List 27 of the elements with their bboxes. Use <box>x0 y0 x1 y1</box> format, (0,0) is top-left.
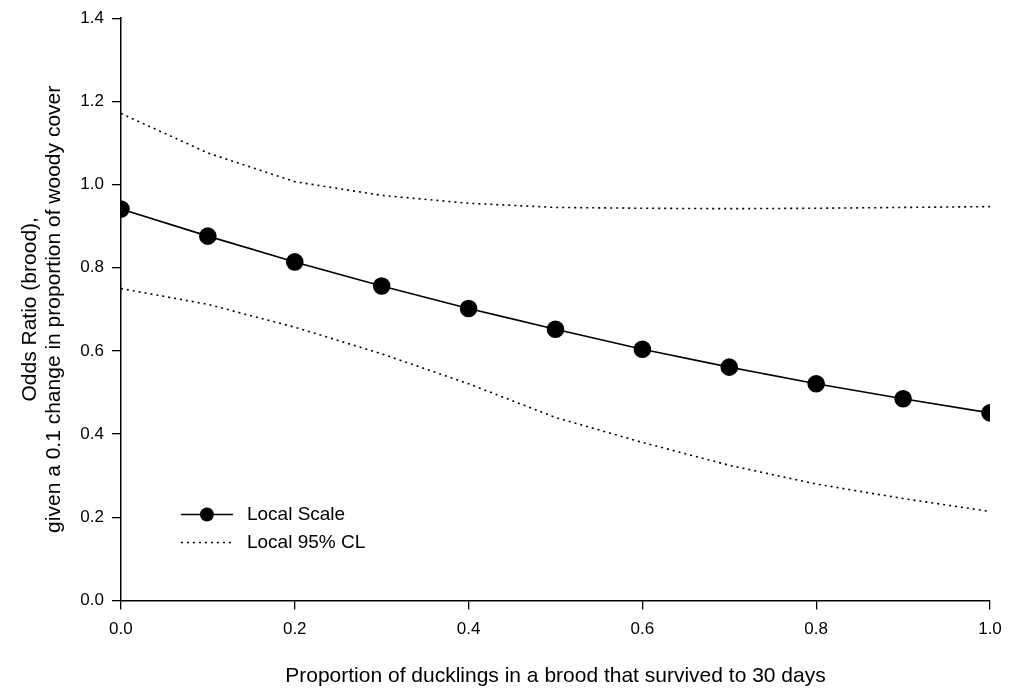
point <box>633 340 652 359</box>
y-tick-label: 0.6 <box>80 340 104 360</box>
y-tick-label: 1.2 <box>80 91 104 111</box>
point <box>546 320 565 339</box>
y-axis-title: Odds Ratio (brood), given a 0.1 change in proportion of woody cover <box>16 85 65 533</box>
y-tick-label: 0.8 <box>80 257 104 277</box>
x-tick-label: 1.0 <box>978 619 1002 639</box>
x-tick-label: 0.0 <box>109 619 133 639</box>
point <box>285 253 304 271</box>
x-tick-label: 0.2 <box>282 619 307 639</box>
point <box>459 299 478 318</box>
x-tick-label: 0.4 <box>456 619 481 639</box>
legend-label: Local 95% CL <box>246 530 366 552</box>
point <box>894 389 912 408</box>
point <box>199 227 217 245</box>
y-tick-label: 0.2 <box>80 506 104 526</box>
point <box>807 374 825 393</box>
x-tick-label: 0.6 <box>630 619 655 639</box>
point <box>372 277 391 295</box>
point <box>720 358 739 376</box>
y-tick-label: 0.0 <box>80 590 104 610</box>
x-tick-label: 0.8 <box>804 619 829 639</box>
y-tick-label: 1.0 <box>80 174 104 194</box>
x-axis-title: Proportion of ducklings in a brood that survived to 30 days <box>285 662 826 686</box>
y-tick-label: 0.4 <box>80 423 104 443</box>
y-tick-label: 1.4 <box>80 7 104 27</box>
legend-label: Local Scale <box>246 502 346 524</box>
